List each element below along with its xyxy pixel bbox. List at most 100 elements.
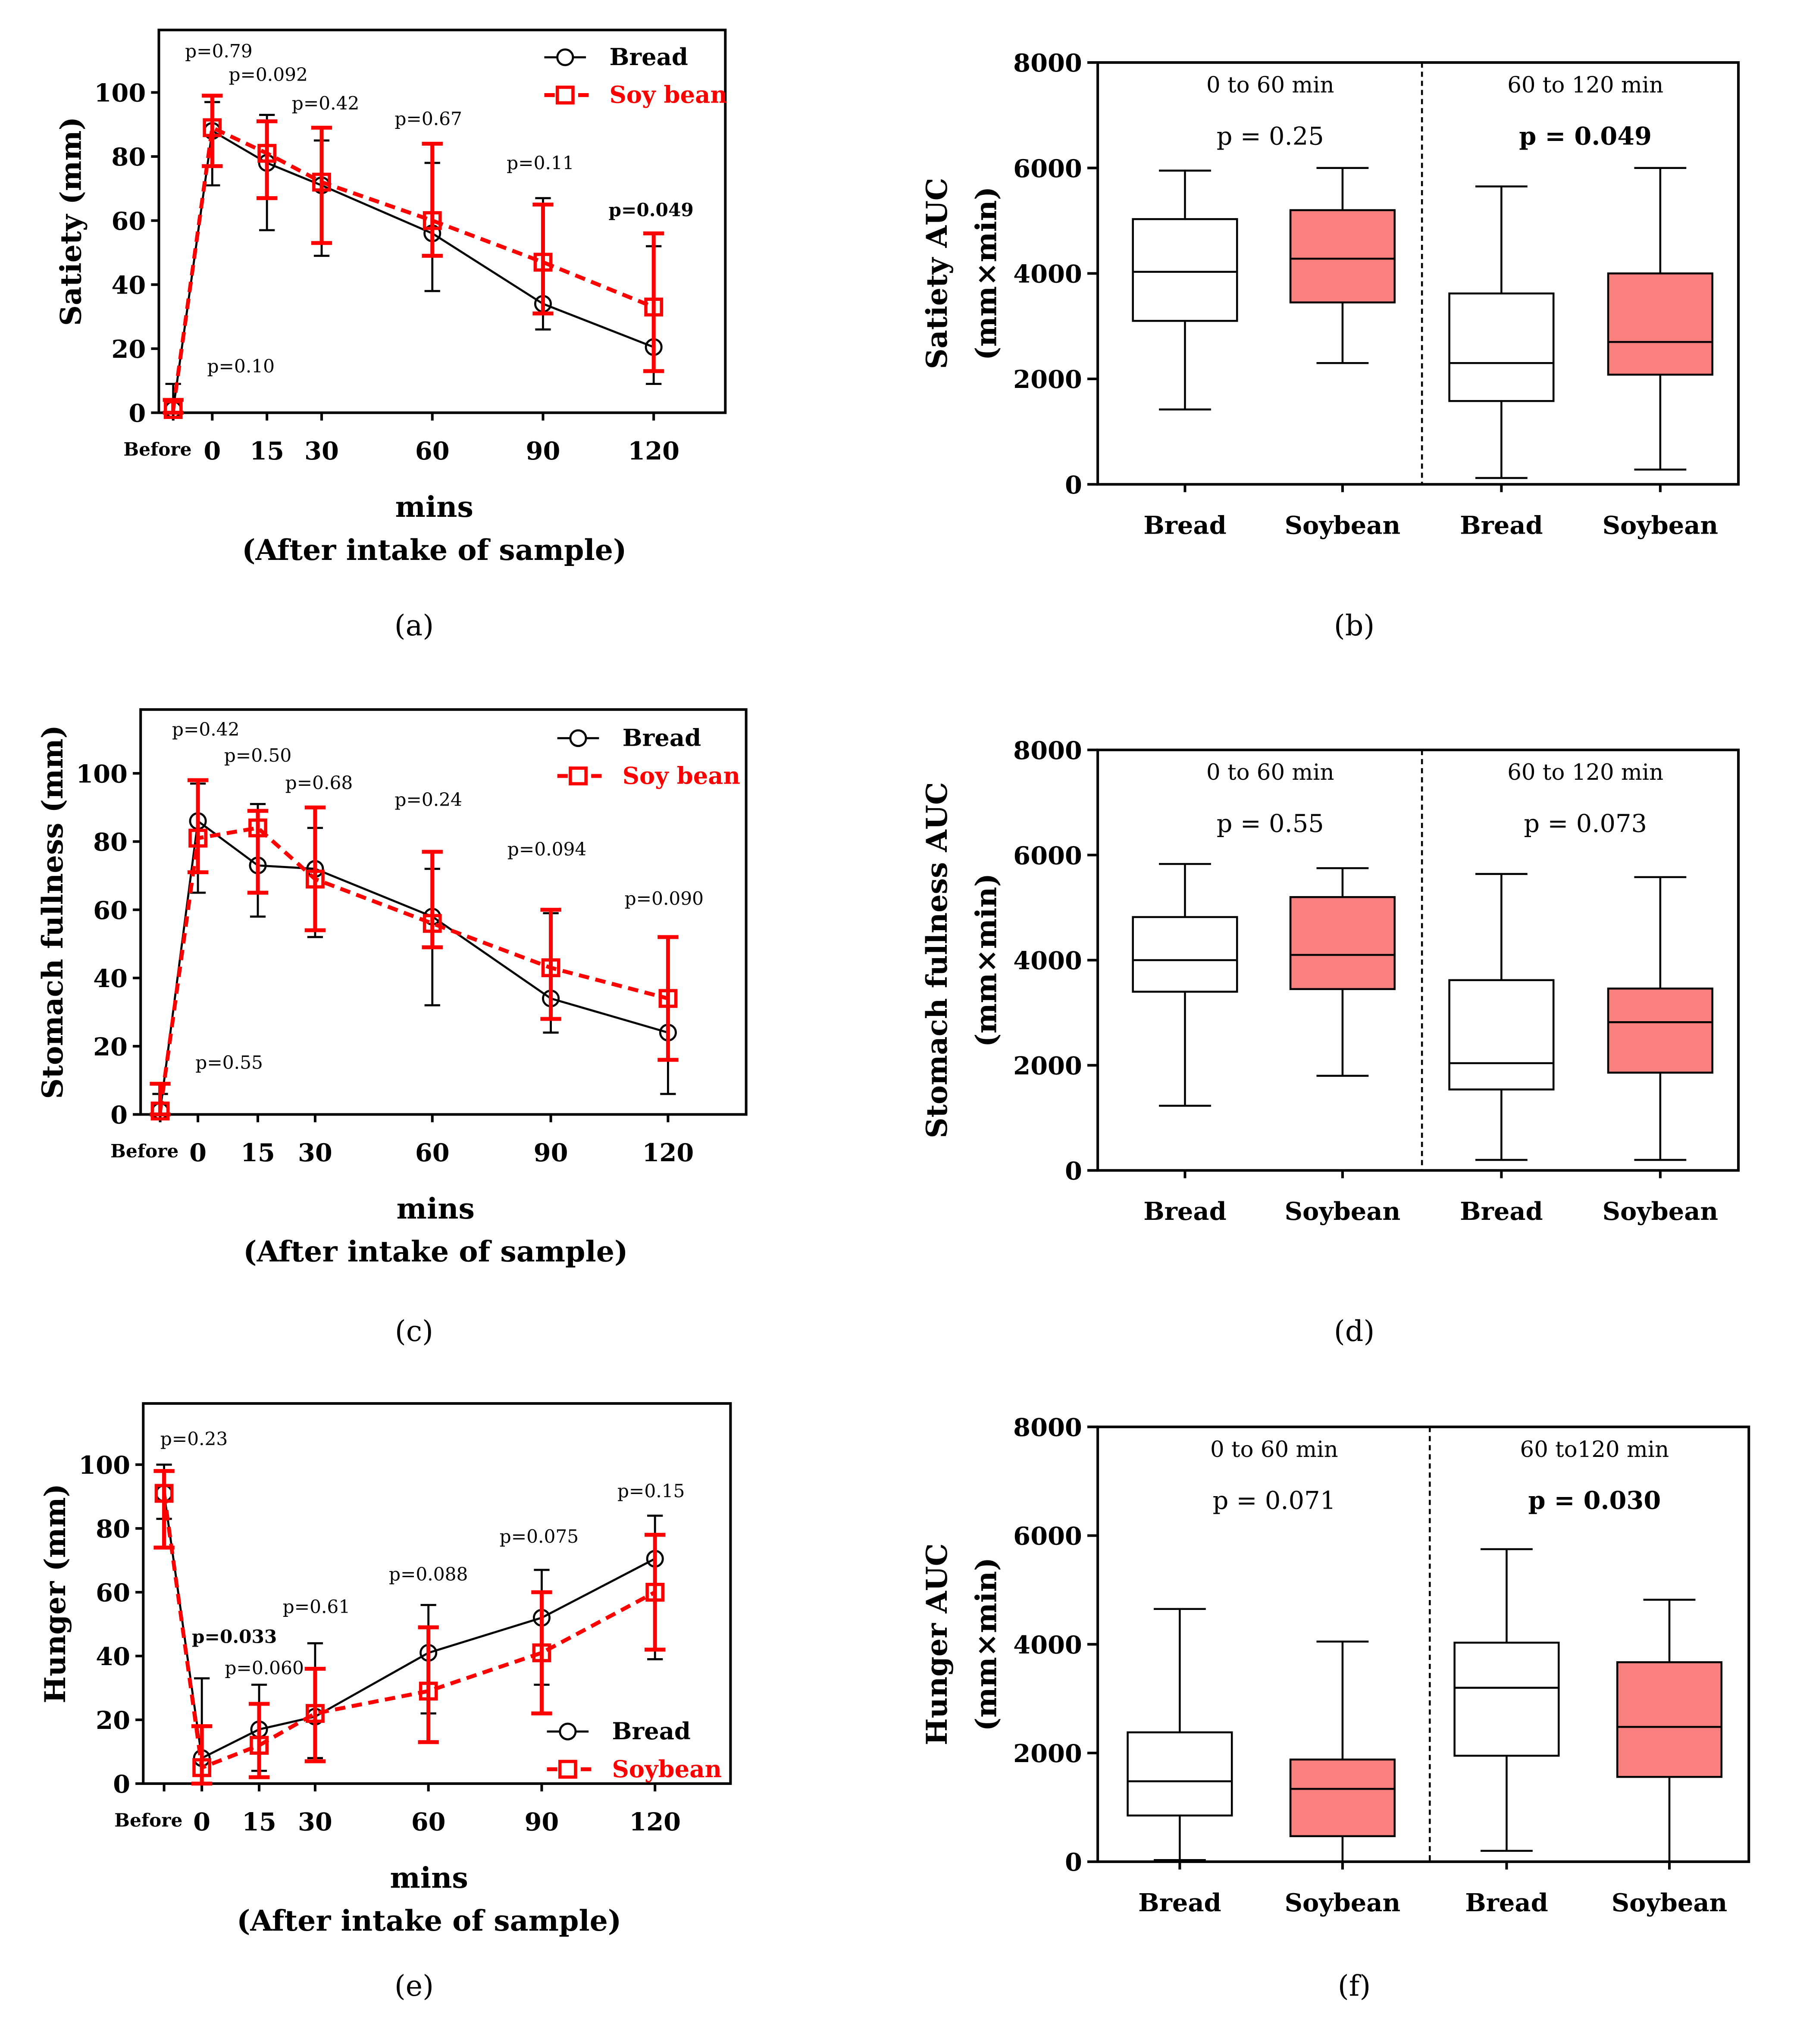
y-tick-label: 80 xyxy=(93,828,128,857)
legend-marker-circle xyxy=(556,48,574,66)
x-tick-label: Bread xyxy=(1460,510,1543,540)
p-value-label: p=0.033 xyxy=(192,1626,277,1647)
x-tick-label: Bread xyxy=(1143,510,1227,540)
iqr-box xyxy=(1448,979,1555,1091)
y-axis-label: Hunger AUC xyxy=(920,1543,954,1745)
legend-label-bread: Bread xyxy=(609,43,688,71)
p-value-label: p=0.049 xyxy=(608,199,693,220)
x-axis-label: mins xyxy=(397,1192,475,1225)
series-soybean xyxy=(153,1469,666,1786)
data-point-square xyxy=(163,400,183,419)
legend-marker-circle xyxy=(569,729,587,747)
data-point-square xyxy=(203,118,222,138)
y-tick-label: 0 xyxy=(110,1100,128,1130)
x-tick-label: Soybean xyxy=(1603,1197,1719,1226)
x-tick-label: 15 xyxy=(242,1807,276,1837)
p-value-label: p=0.50 xyxy=(224,745,292,766)
box-soybean: Soybean xyxy=(1603,876,1719,1226)
x-tick-label: Soybean xyxy=(1285,1888,1401,1917)
group-label: 60 to 120 min xyxy=(1507,759,1663,785)
legend-marker-square xyxy=(569,766,588,786)
p-value-label: p=0.094 xyxy=(507,838,586,859)
x-tick-label: 30 xyxy=(298,1807,332,1837)
p-value-label: p=0.23 xyxy=(160,1428,228,1450)
group-p-value: p = 0.049 xyxy=(1519,121,1652,150)
x-tick-label: 15 xyxy=(241,1138,275,1167)
group-p-value: p = 0.25 xyxy=(1217,122,1324,150)
y-tick-label: 6000 xyxy=(1013,841,1082,870)
legend: Bread Soy bean xyxy=(544,43,727,109)
group-label: 60 to 120 min xyxy=(1507,72,1663,98)
data-point-square xyxy=(257,144,277,163)
y-tick-label: 40 xyxy=(96,1642,130,1671)
data-point-square xyxy=(312,172,331,192)
chart-panel-b: 0 2000 4000 6000 8000 Satiety AUC (mm×min) (b) 0… xyxy=(920,48,1740,642)
chart-panel-c: 0 20 40 60 80 100 Before 0 15 30 60 90 120 Stomach fu… xyxy=(36,708,748,1348)
iqr-box xyxy=(1132,916,1238,993)
data-point-square xyxy=(150,1101,170,1121)
iqr-box xyxy=(1448,292,1555,402)
y-tick-label: 0 xyxy=(1065,1847,1082,1877)
y-tick-label: 0 xyxy=(113,1769,130,1799)
x-axis-label: mins xyxy=(395,490,473,524)
x-tick-label: Soybean xyxy=(1612,1888,1728,1917)
x-tick-label: 90 xyxy=(525,1807,559,1837)
x-tick-label: Bread xyxy=(1465,1888,1548,1917)
legend-label-soybean: Soy bean xyxy=(623,762,740,789)
y-tick-label: 8000 xyxy=(1013,1413,1082,1442)
data-point-square xyxy=(250,1736,269,1755)
data-point-square xyxy=(423,914,442,933)
x-tick-label: Before xyxy=(114,1810,182,1831)
y-tick-label: 80 xyxy=(96,1514,130,1544)
plot-frame xyxy=(139,708,748,1116)
box-bread: Bread xyxy=(1448,185,1555,540)
group-label: 60 to120 min xyxy=(1520,1437,1669,1463)
y-tick-label: 2000 xyxy=(1013,1739,1082,1768)
data-point-square xyxy=(192,1758,212,1777)
x-tick-label: 0 xyxy=(203,436,221,466)
p-value-label: p=0.090 xyxy=(625,888,704,909)
x-axis-sublabel: (After intake of sample) xyxy=(242,533,626,567)
y-tick-label: 0 xyxy=(1065,470,1082,500)
y-tick-label: 20 xyxy=(93,1032,128,1061)
box-soybean: Soybean xyxy=(1603,167,1718,540)
data-point-square xyxy=(541,958,560,978)
y-tick-label: 60 xyxy=(93,896,128,925)
x-tick-label: 120 xyxy=(628,436,679,466)
legend-label-soybean: Soy bean xyxy=(609,81,727,109)
data-point-square xyxy=(188,828,207,848)
chart-panel-f: 0 2000 4000 6000 8000 Hunger AUC (mm×min) (f) 0 … xyxy=(920,1413,1750,2003)
series-soybean xyxy=(163,94,664,419)
p-value-label: p=0.15 xyxy=(617,1480,685,1501)
x-tick-label: 60 xyxy=(411,1807,446,1837)
p-value-label: p=0.24 xyxy=(394,789,462,810)
panel-caption: (d) xyxy=(1334,1314,1374,1348)
x-axis-sublabel: (After intake of sample) xyxy=(243,1235,628,1269)
x-tick-label: Soybean xyxy=(1285,510,1401,540)
box-bread: Bread xyxy=(1453,1548,1560,1917)
y-tick-label: 6000 xyxy=(1013,154,1082,183)
data-point-square xyxy=(532,1643,551,1663)
legend: Bread Soy bean xyxy=(557,724,740,789)
p-value-label: p=0.42 xyxy=(172,719,240,740)
x-tick-label: 90 xyxy=(534,1138,568,1167)
chart-panel-d: 0 2000 4000 6000 8000 Stomach fullness AUC (mm… xyxy=(920,736,1740,1348)
iqr-box xyxy=(1607,988,1713,1074)
iqr-box xyxy=(1127,1731,1233,1817)
x-tick-label: Bread xyxy=(1460,1197,1543,1226)
y-tick-label: 100 xyxy=(94,78,146,108)
x-tick-label: Soybean xyxy=(1285,1197,1401,1226)
box-bread: Bread xyxy=(1132,863,1238,1226)
box-soybean: Soybean xyxy=(1285,167,1401,540)
y-tick-label: 0 xyxy=(1065,1156,1082,1185)
y-tick-label: 4000 xyxy=(1013,259,1082,288)
y-tick-label: 20 xyxy=(111,334,146,364)
p-value-label: p=0.088 xyxy=(389,1564,468,1585)
y-tick-label: 80 xyxy=(111,142,146,172)
p-value-label: p=0.61 xyxy=(283,1596,351,1617)
panel-caption: (f) xyxy=(1338,1969,1371,2003)
y-axis-sublabel: (mm×min) xyxy=(970,1557,1003,1731)
p-value-label: p=0.79 xyxy=(185,41,253,62)
group-p-value: p = 0.071 xyxy=(1213,1486,1336,1515)
